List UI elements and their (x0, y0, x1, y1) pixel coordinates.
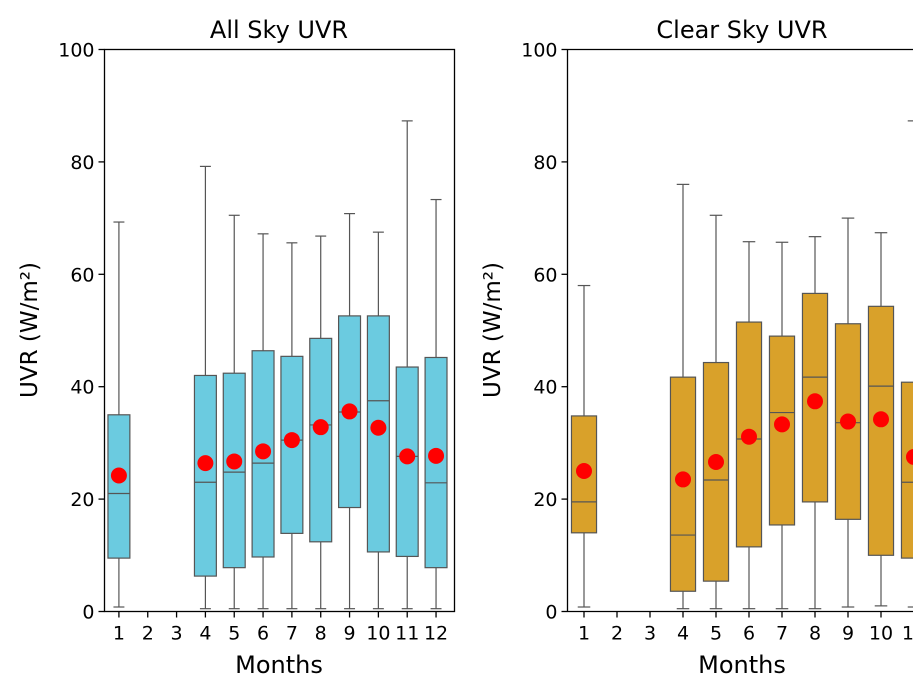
y-tick-label: 0 (82, 602, 94, 624)
x-tick-label: 3 (171, 623, 183, 645)
y-tick-label: 80 (533, 152, 557, 174)
plot-frame (103, 48, 456, 613)
mean-marker (774, 416, 790, 433)
y-tick-label: 100 (521, 40, 557, 62)
y-axis: 0 20 40 60 80 100 (521, 40, 568, 624)
x-tick-label: 4 (677, 623, 689, 645)
chart-title: Clear Sky UVR (656, 16, 827, 44)
box-month-9 (834, 217, 862, 608)
iqr-box (801, 292, 829, 503)
mean-marker (255, 443, 272, 460)
x-tick-label: 2 (611, 623, 623, 645)
mean-marker (399, 448, 416, 465)
box-month-5 (222, 214, 246, 610)
x-tick-label: 2 (142, 623, 154, 645)
box-month-7 (768, 241, 796, 610)
iqr-box (193, 374, 217, 577)
box-month-8 (309, 235, 333, 610)
iqr-box (900, 381, 913, 559)
mean-marker (341, 403, 358, 420)
box-month-1 (107, 221, 131, 608)
box-month-9 (337, 213, 362, 610)
mean-marker (840, 413, 856, 430)
box-month-6 (735, 241, 763, 610)
x-tick-label: 8 (315, 623, 327, 645)
y-tick-label: 80 (70, 152, 94, 174)
box-month-10 (366, 231, 390, 610)
x-tick-label: 10 (366, 623, 390, 645)
box-month-1 (570, 284, 598, 608)
mean-marker (675, 471, 691, 488)
box-month-8 (801, 236, 829, 610)
y-tick-label: 100 (58, 40, 94, 62)
box-month-7 (280, 242, 304, 610)
y-tick-label: 20 (70, 489, 94, 511)
x-tick-label: 9 (344, 623, 356, 645)
mean-marker (226, 453, 243, 470)
x-tick-label: 7 (286, 623, 298, 645)
x-tick-label: 4 (199, 623, 211, 645)
panel-all-sky: All Sky UVR UVR (W/m²) Months 0 20 40 60 80 1… (17, 16, 456, 679)
x-tick-label: 1 (113, 623, 125, 645)
box-month-10 (867, 232, 895, 607)
y-tick-label: 40 (70, 377, 94, 399)
x-tick-label: 3 (644, 623, 656, 645)
x-tick-label: 10 (869, 623, 893, 645)
y-tick-label: 20 (533, 489, 557, 511)
box-month-4 (669, 183, 697, 610)
iqr-box (222, 372, 246, 569)
box-month-4 (193, 165, 217, 610)
iqr-box (702, 361, 730, 582)
box-month-6 (251, 233, 275, 610)
x-tick-label: 9 (842, 623, 854, 645)
x-tick-label: 11 (395, 623, 419, 645)
x-tick-label: 7 (776, 623, 788, 645)
iqr-box (867, 305, 895, 556)
y-tick-label: 40 (533, 377, 557, 399)
mean-marker (312, 419, 329, 436)
mean-marker (197, 455, 214, 472)
iqr-box (107, 414, 131, 559)
y-tick-label: 60 (533, 264, 557, 286)
x-tick-label: 8 (809, 623, 821, 645)
plot-area (570, 120, 913, 610)
iqr-box (309, 337, 333, 543)
x-tick-label: 11 (902, 623, 913, 645)
x-axis-label: Months (235, 651, 323, 679)
box-month-11 (395, 120, 419, 610)
panel-clear-sky: Clear Sky UVR UVR (W/m²) Months 0 20 40 60 8… (480, 16, 913, 679)
y-axis: 0 20 40 60 80 100 (58, 40, 105, 624)
mean-marker (576, 463, 592, 479)
x-tick-label: 5 (710, 623, 722, 645)
mean-marker (283, 432, 300, 449)
x-tick-label: 6 (257, 623, 269, 645)
y-tick-label: 60 (70, 264, 94, 286)
mean-marker (741, 428, 757, 445)
y-axis-label: UVR (W/m²) (17, 262, 43, 398)
y-tick-label: 0 (545, 602, 557, 624)
mean-marker (807, 393, 823, 410)
mean-marker (370, 419, 387, 436)
box-month-11 (900, 120, 913, 608)
chart-title: All Sky UVR (210, 16, 348, 44)
box-month-5 (702, 214, 730, 610)
plot-area (107, 120, 448, 610)
x-tick-label: 6 (743, 623, 755, 645)
mean-marker (428, 447, 445, 464)
mean-marker (906, 449, 913, 465)
x-tick-label: 12 (424, 623, 448, 645)
x-tick-label: 1 (578, 623, 590, 645)
x-tick-label: 5 (228, 623, 240, 645)
box-month-12 (424, 198, 448, 610)
mean-marker (873, 411, 889, 428)
y-axis-label: UVR (W/m²) (480, 262, 506, 398)
mean-marker (708, 454, 724, 471)
x-axis-label: Months (698, 651, 786, 679)
mean-marker (110, 467, 127, 484)
